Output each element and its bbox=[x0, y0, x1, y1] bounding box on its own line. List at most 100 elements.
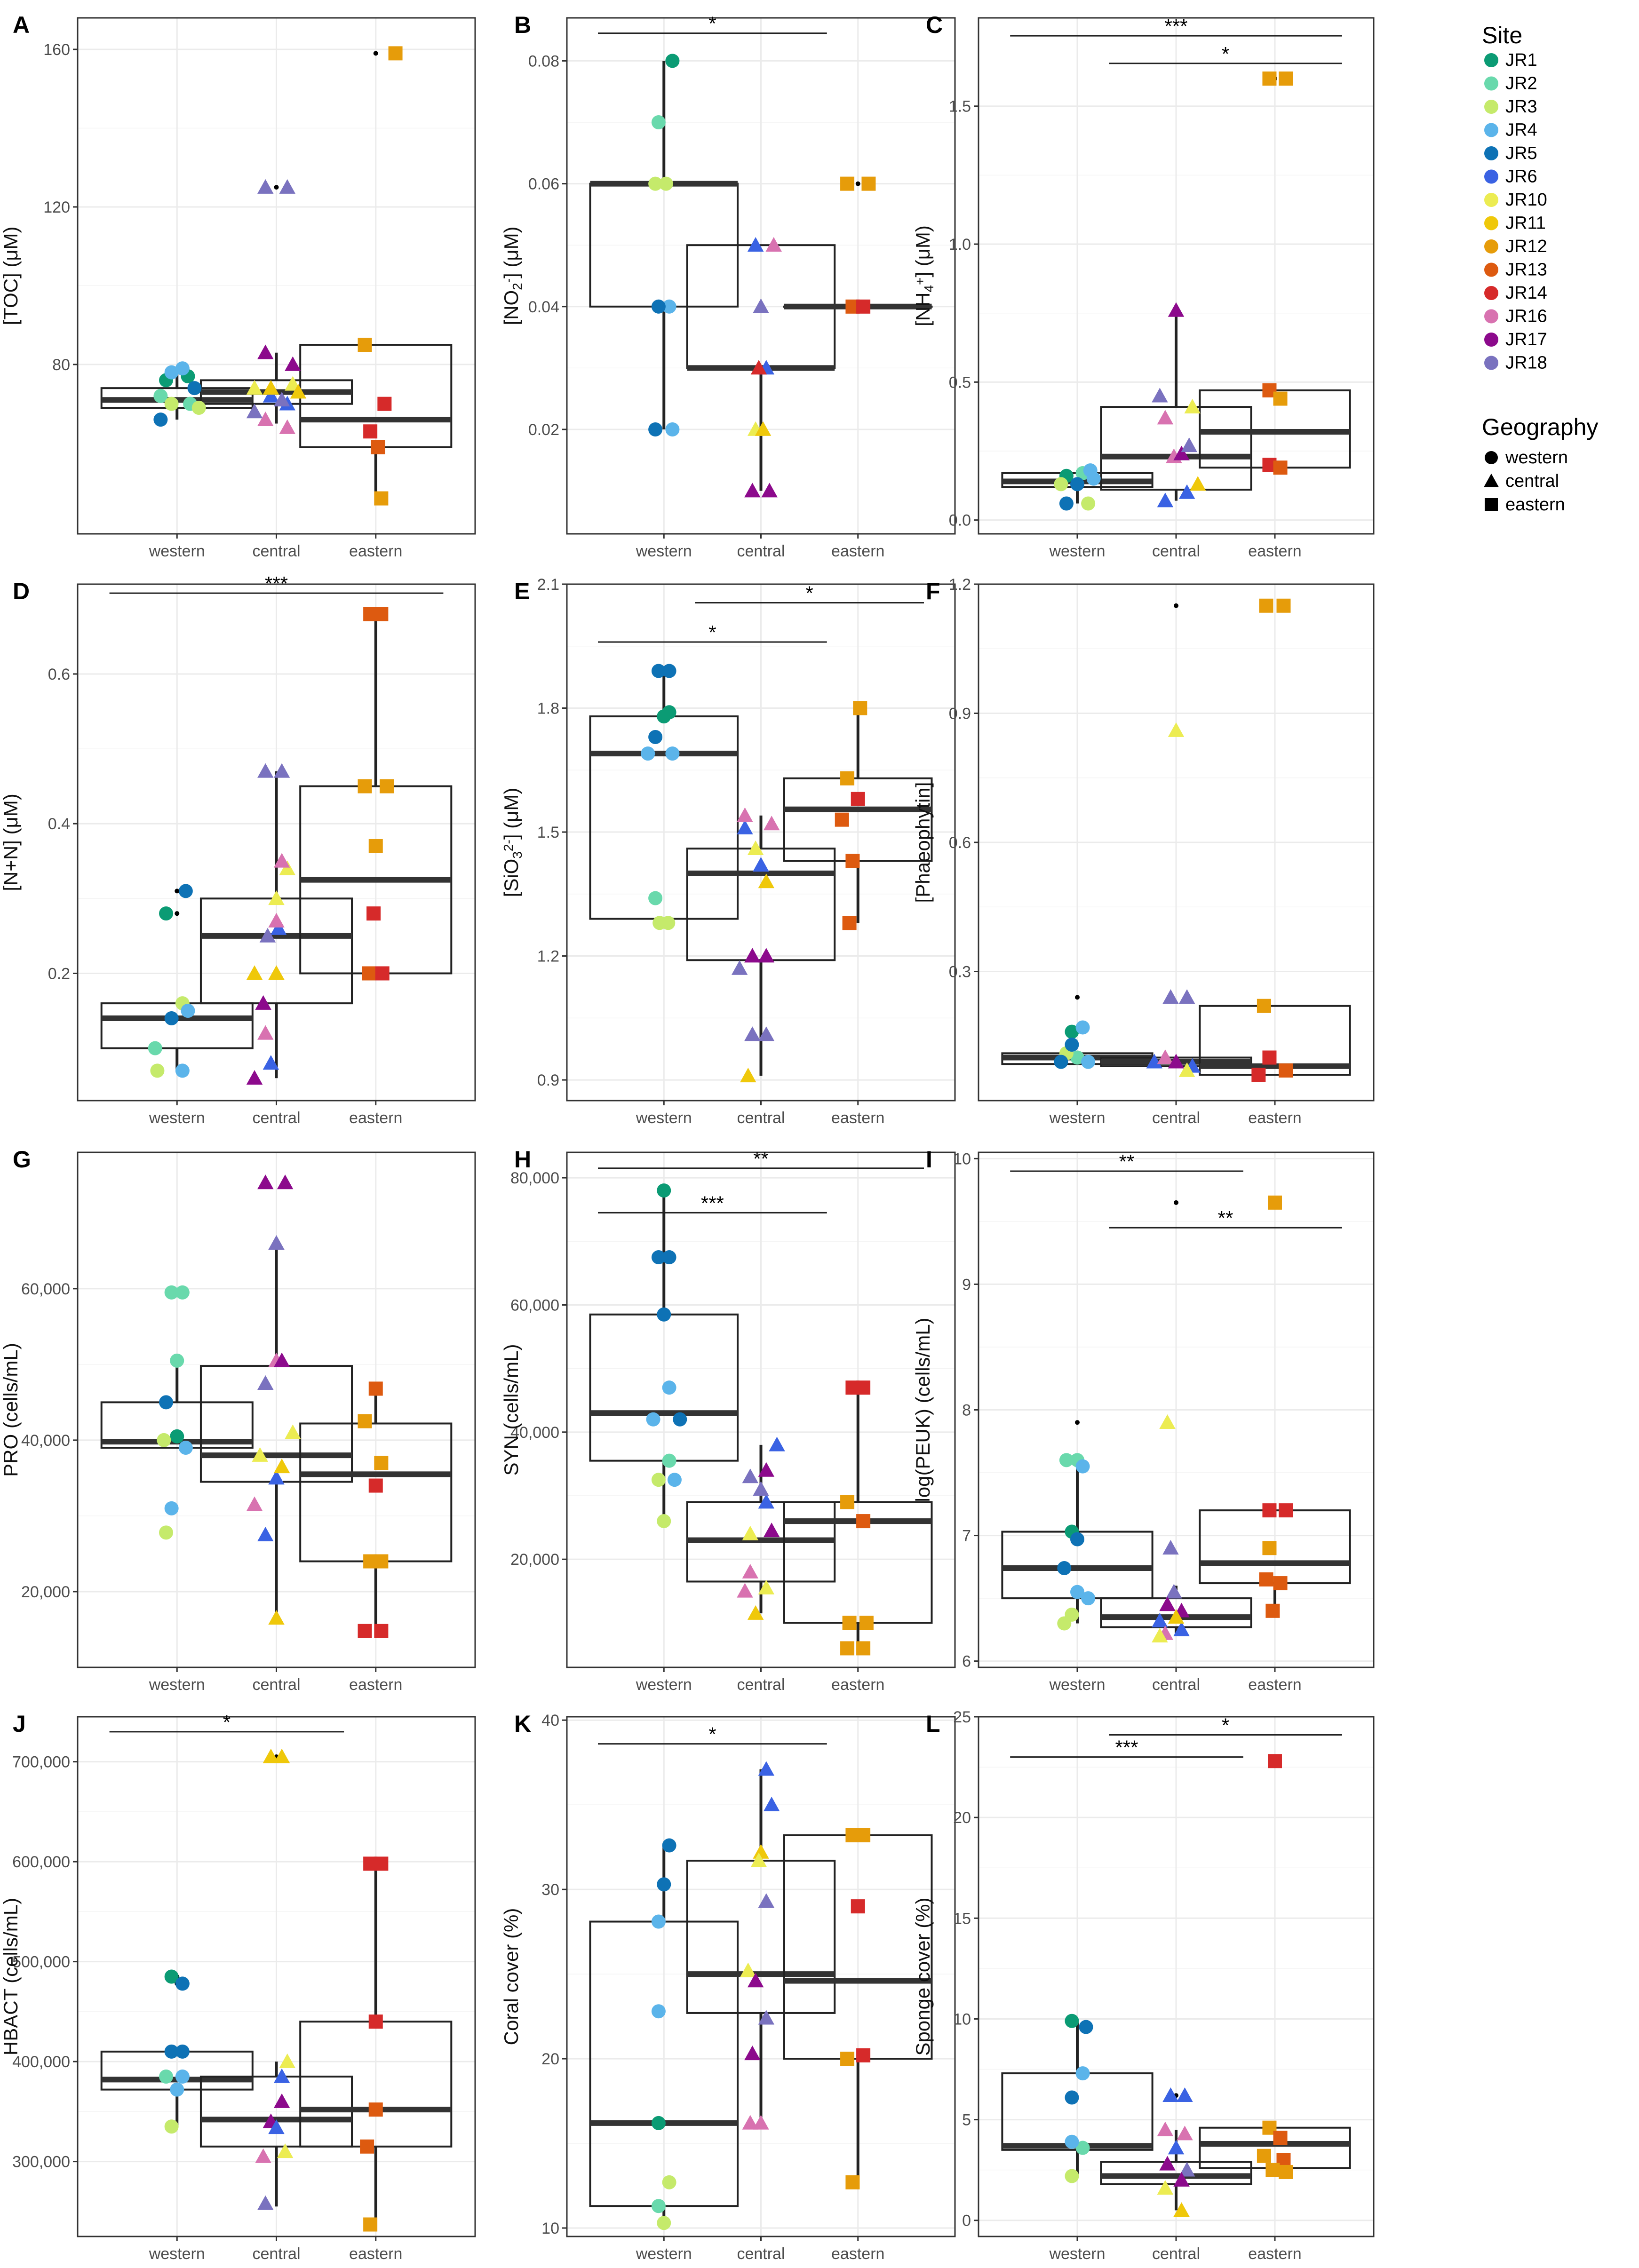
data-point bbox=[1273, 1576, 1288, 1591]
data-point bbox=[742, 1563, 759, 1579]
data-point bbox=[758, 1494, 775, 1509]
legend-site-label: JR10 bbox=[1505, 190, 1547, 210]
x-tick-label: eastern bbox=[349, 542, 402, 560]
outlier-dot bbox=[373, 51, 378, 56]
legend-site-label: JR16 bbox=[1505, 307, 1547, 326]
y-axis-title: Sponge cover (%) bbox=[912, 1897, 934, 2055]
data-point bbox=[164, 2119, 179, 2134]
data-point bbox=[1177, 2087, 1193, 2102]
data-point bbox=[379, 779, 394, 793]
data-point bbox=[273, 853, 290, 868]
y-tick-label: 0.6 bbox=[48, 666, 70, 683]
panel-letter: E bbox=[514, 578, 530, 604]
data-point bbox=[758, 1761, 775, 1776]
data-point bbox=[747, 1973, 764, 1988]
data-point bbox=[257, 1526, 274, 1541]
x-tick-label: central bbox=[252, 542, 300, 560]
data-point bbox=[279, 860, 295, 875]
y-tick-label: 60,000 bbox=[510, 1296, 559, 1314]
panel-A: 80 120 160 western central eastern [TOC] (μM) A bbox=[0, 12, 476, 560]
panel-G: 20,000 40,000 60,000 western central eastern P… bbox=[0, 1146, 476, 1694]
panel-letter: H bbox=[514, 1146, 531, 1173]
data-point bbox=[159, 1525, 174, 1540]
data-point bbox=[1065, 2090, 1079, 2105]
data-point bbox=[1276, 598, 1291, 613]
data-point bbox=[164, 2044, 179, 2059]
data-point bbox=[268, 1610, 285, 1625]
data-point bbox=[1181, 437, 1197, 452]
data-point bbox=[263, 1055, 279, 1070]
data-point bbox=[164, 1501, 179, 1515]
data-point bbox=[279, 179, 295, 194]
y-tick-label: 400,000 bbox=[12, 2053, 70, 2071]
significance-label: * bbox=[1222, 1714, 1229, 1737]
data-point bbox=[840, 176, 855, 191]
data-point bbox=[170, 1353, 184, 1368]
data-point bbox=[1065, 1038, 1079, 1052]
legend-site-marker bbox=[1484, 123, 1498, 137]
data-point bbox=[853, 701, 867, 715]
y-tick-label: 20,000 bbox=[510, 1551, 559, 1569]
panel-F: 0.3 0.6 0.9 1.2 western central eastern [Phaeop… bbox=[912, 576, 1375, 1127]
data-point bbox=[758, 1462, 775, 1477]
y-axis-title: SYN (cells/mL) bbox=[500, 1344, 522, 1475]
data-point bbox=[1152, 1627, 1168, 1643]
data-point bbox=[368, 2014, 383, 2029]
data-point bbox=[1262, 1541, 1277, 1555]
data-point bbox=[1075, 2066, 1090, 2081]
data-point bbox=[673, 1412, 687, 1427]
data-point bbox=[651, 299, 666, 314]
significance-label: * bbox=[708, 621, 716, 643]
data-point bbox=[1070, 1050, 1084, 1065]
data-point bbox=[861, 176, 876, 191]
y-tick-label: 0.4 bbox=[48, 815, 70, 833]
data-point bbox=[1168, 1054, 1185, 1069]
data-point bbox=[178, 1441, 193, 1455]
data-point bbox=[1173, 2202, 1190, 2217]
x-tick-label: eastern bbox=[1248, 2245, 1301, 2263]
y-tick-label: 0.9 bbox=[537, 1071, 559, 1089]
data-point bbox=[1159, 1414, 1176, 1429]
y-tick-label: 0.02 bbox=[528, 421, 559, 439]
outlier-dot bbox=[1075, 995, 1080, 1000]
x-tick-label: western bbox=[636, 2245, 692, 2263]
x-tick-label: western bbox=[1049, 1676, 1105, 1694]
data-point bbox=[648, 422, 663, 436]
data-point bbox=[742, 2115, 759, 2130]
data-point bbox=[1259, 1572, 1273, 1587]
legend-site-label: JR13 bbox=[1505, 260, 1547, 280]
y-tick-label: 0.2 bbox=[48, 965, 70, 983]
data-point bbox=[358, 779, 372, 793]
y-tick-label: 10 bbox=[541, 2220, 559, 2237]
data-point bbox=[1178, 1062, 1195, 1077]
data-point bbox=[845, 2175, 860, 2189]
data-point bbox=[279, 2053, 295, 2068]
data-point bbox=[1162, 1540, 1179, 1555]
y-axis-title: [TOC] (μM) bbox=[0, 226, 22, 325]
legend-geography-title: Geography bbox=[1482, 414, 1598, 440]
data-point bbox=[651, 1473, 666, 1487]
data-point bbox=[842, 1616, 857, 1630]
outlier-dot bbox=[855, 181, 860, 186]
data-point bbox=[246, 1070, 263, 1085]
data-point bbox=[737, 807, 753, 822]
data-point bbox=[1065, 1607, 1079, 1622]
data-point bbox=[164, 1011, 179, 1025]
data-point bbox=[279, 419, 295, 434]
significance-label: *** bbox=[1115, 1737, 1138, 1759]
data-point bbox=[1162, 989, 1179, 1004]
data-point bbox=[388, 46, 403, 61]
data-point bbox=[273, 1352, 290, 1367]
x-tick-label: central bbox=[252, 1109, 300, 1127]
data-point bbox=[1189, 476, 1206, 491]
panel-letter: F bbox=[926, 578, 940, 604]
data-point bbox=[1079, 2020, 1093, 2034]
data-point bbox=[366, 906, 381, 921]
x-tick-label: central bbox=[1152, 1109, 1200, 1127]
legend-geography-label: eastern bbox=[1505, 495, 1565, 515]
data-point bbox=[257, 763, 274, 778]
data-point bbox=[744, 483, 761, 498]
data-point bbox=[1262, 71, 1277, 86]
x-tick-label: western bbox=[636, 542, 692, 560]
